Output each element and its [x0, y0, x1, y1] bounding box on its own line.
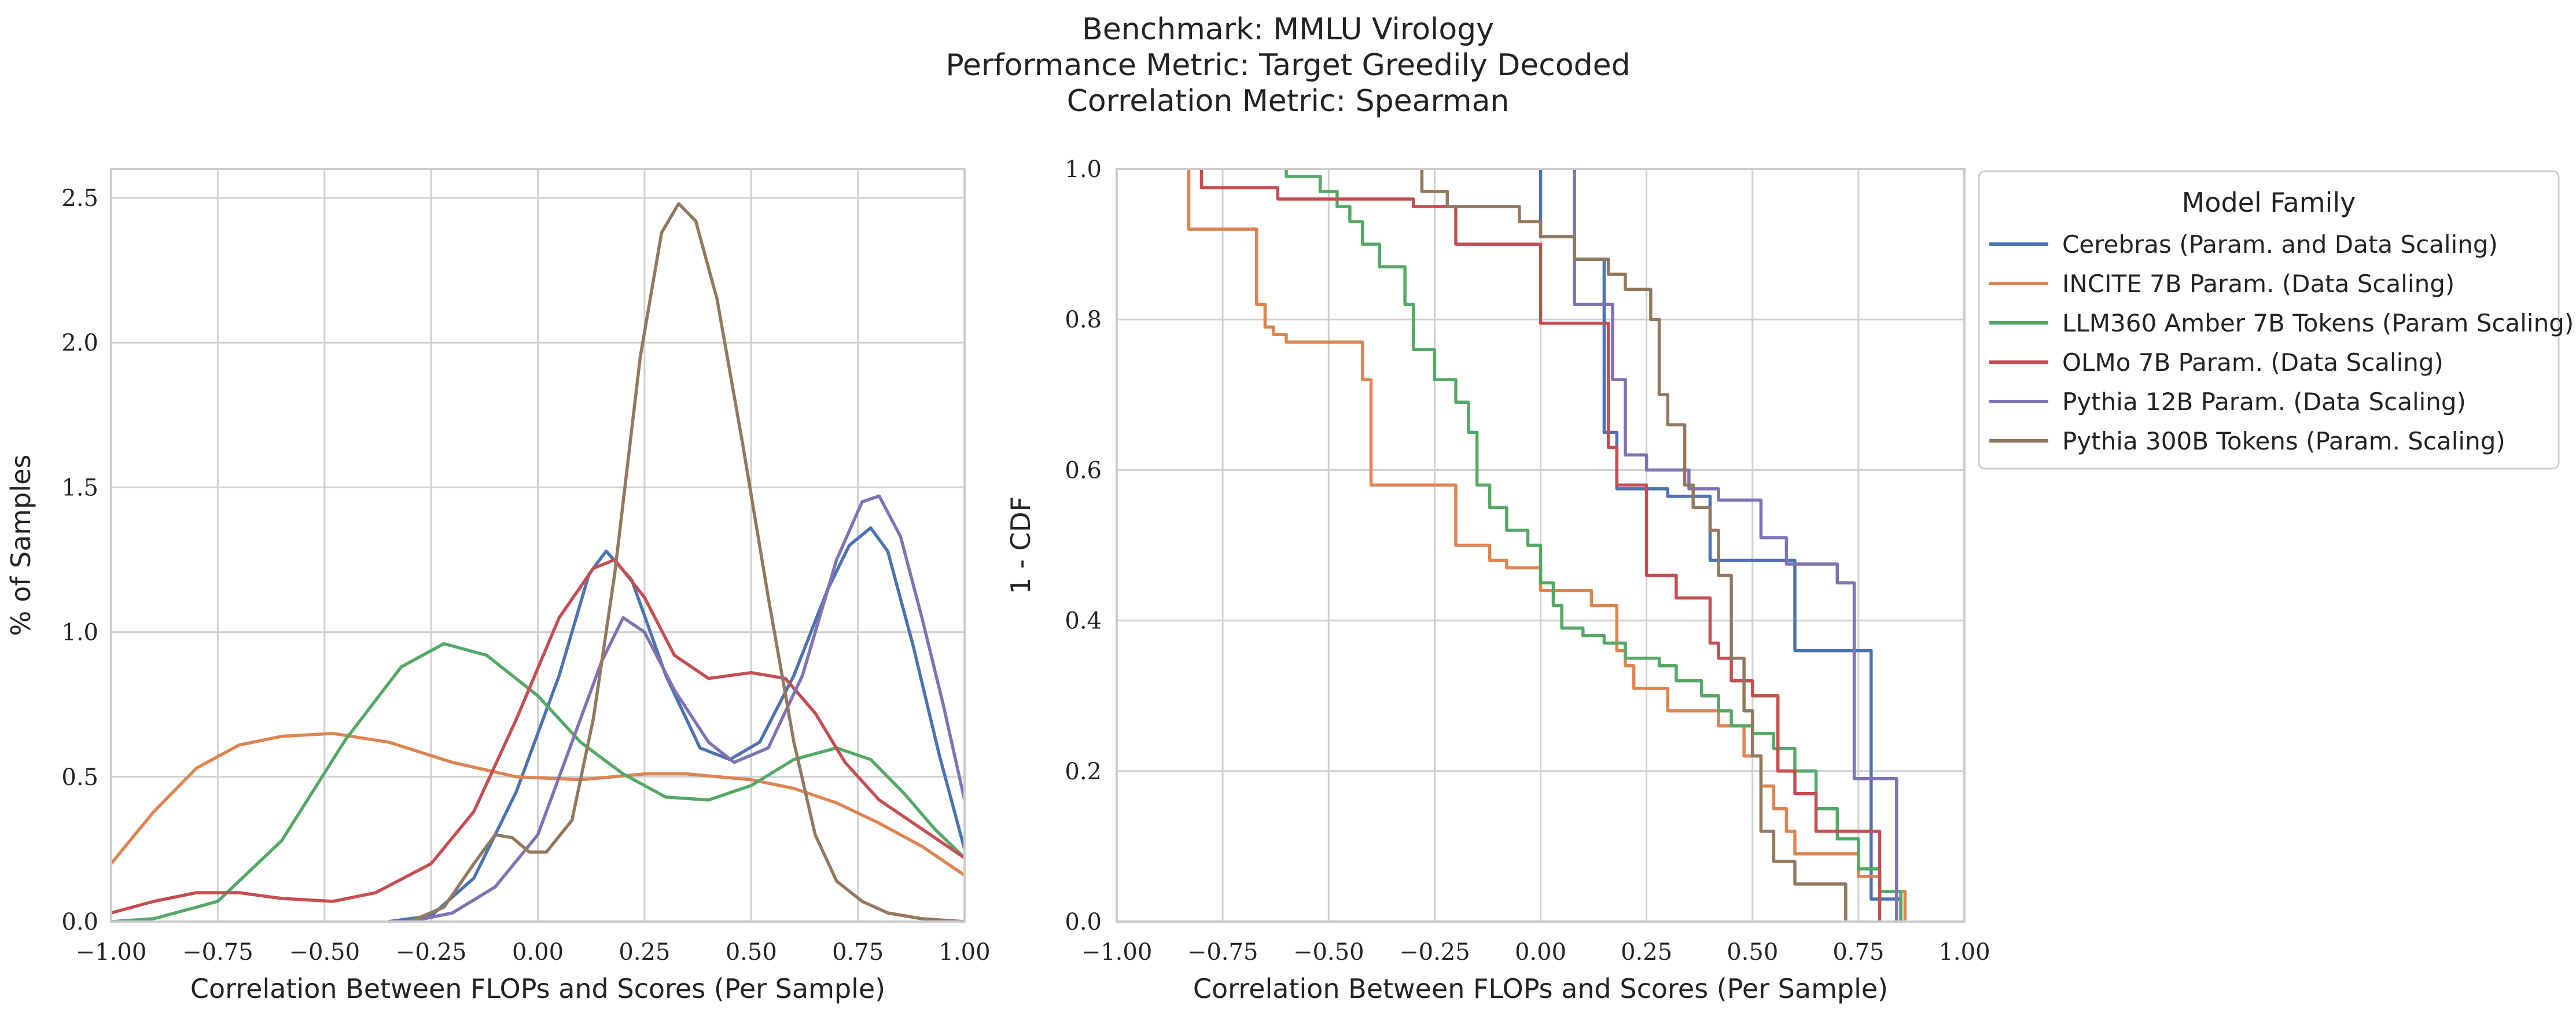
cdf-x-ticks: −1.00 −0.75 −0.50 −0.25 0.00 0.25 0.50 0.75 1.00 [1081, 939, 1990, 966]
kde-panel: −1.00 −0.75 −0.50 −0.25 0.00 0.25 0.50 0.75 1.00… [5, 168, 991, 1004]
legend-label-pythia300b: Pythia 300B Tokens (Param. Scaling) [2062, 427, 2505, 455]
kde-ytick-label: 0.0 [61, 909, 98, 935]
cdf-xtick-label: −0.75 [1187, 939, 1258, 966]
cdf-panel: −1.00 −0.75 −0.50 −0.25 0.00 0.25 0.50 0.75 1.00… [1005, 156, 1990, 1004]
kde-ytick-label: 0.5 [61, 764, 98, 791]
cdf-xtick-label: −0.25 [1399, 939, 1470, 966]
cdf-y-axis-label: 1 - CDF [1005, 496, 1036, 594]
kde-xtick-label: 0.00 [512, 939, 564, 966]
figure-title: Benchmark: MMLU Virology Performance Met… [945, 12, 1630, 119]
kde-series-llm360 [111, 642, 966, 923]
kde-xtick-label: −0.50 [289, 939, 360, 966]
legend-entries: Cerebras (Param. and Data Scaling) INCITE… [1989, 230, 2574, 455]
cdf-xtick-label: 1.00 [1938, 939, 1990, 966]
legend-title: Model Family [2182, 187, 2356, 218]
legend-label-cerebras: Cerebras (Param. and Data Scaling) [2062, 230, 2498, 259]
cdf-xtick-label: −0.50 [1293, 939, 1364, 966]
kde-axes-frame [110, 168, 966, 923]
cdf-series-pythia300b [1420, 169, 1848, 922]
title-line-3: Correlation Metric: Spearman [1067, 84, 1510, 119]
kde-series-cerebras [388, 526, 966, 923]
cdf-xtick-label: 0.00 [1515, 939, 1566, 966]
kde-ytick-label: 1.0 [61, 620, 98, 646]
legend-label-olmo: OLMo 7B Param. (Data Scaling) [2062, 348, 2443, 377]
cdf-x-axis-label: Correlation Between FLOPs and Scores (Pe… [1193, 973, 1888, 1004]
cdf-y-ticks: 0.0 0.2 0.4 0.6 0.8 1.0 [1065, 156, 1102, 935]
legend-label-incite: INCITE 7B Param. (Data Scaling) [2062, 270, 2454, 298]
kde-y-ticks: 0.0 0.5 1.0 1.5 2.0 2.5 [61, 185, 98, 935]
cdf-series-incite [1187, 169, 1907, 922]
cdf-axes-frame [1116, 168, 1966, 923]
title-line-1: Benchmark: MMLU Virology [1082, 12, 1494, 47]
cdf-ytick-label: 0.6 [1065, 457, 1102, 484]
kde-grid [110, 169, 966, 923]
cdf-xtick-label: 0.25 [1621, 939, 1672, 966]
kde-series-pythia300b [409, 202, 965, 923]
cdf-series-pythia12b [1573, 169, 1898, 922]
kde-x-ticks: −1.00 −0.75 −0.50 −0.25 0.00 0.25 0.50 0.75 1.00 [76, 939, 991, 966]
cdf-ytick-label: 0.0 [1065, 909, 1102, 935]
legend-label-llm360: LLM360 Amber 7B Tokens (Param Scaling) [2062, 309, 2574, 337]
cdf-ytick-label: 0.8 [1065, 307, 1102, 333]
cdf-ytick-label: 0.4 [1065, 608, 1102, 635]
title-line-2: Performance Metric: Target Greedily Deco… [945, 48, 1630, 83]
kde-series-incite [109, 732, 966, 877]
kde-xtick-label: −0.25 [396, 939, 467, 966]
cdf-xtick-label: −1.00 [1081, 939, 1153, 966]
cdf-series-olmo [1199, 169, 1882, 922]
kde-series-olmo [111, 558, 966, 915]
kde-series-pythia12b [409, 494, 966, 923]
cdf-xtick-label: 0.50 [1727, 939, 1778, 966]
cdf-lines [1187, 169, 1907, 922]
cdf-series-llm360 [1285, 169, 1902, 922]
kde-xtick-label: −1.00 [76, 939, 147, 966]
cdf-ytick-label: 1.0 [1065, 156, 1102, 183]
cdf-series-cerebras [1539, 169, 1902, 922]
legend: Model Family Cerebras (Param. and Data S… [1978, 170, 2574, 470]
kde-lines [109, 202, 966, 923]
kde-xtick-label: 1.00 [939, 939, 990, 966]
cdf-ytick-label: 0.2 [1065, 758, 1102, 785]
kde-xtick-label: −0.75 [182, 939, 253, 966]
kde-x-axis-label: Correlation Between FLOPs and Scores (Pe… [190, 973, 885, 1004]
kde-y-axis-label: % of Samples [5, 455, 36, 636]
kde-xtick-label: 0.25 [619, 939, 670, 966]
legend-label-pythia12b: Pythia 12B Param. (Data Scaling) [2062, 388, 2466, 416]
kde-xtick-label: 0.50 [726, 939, 777, 966]
kde-ytick-label: 2.5 [61, 185, 98, 212]
cdf-xtick-label: 0.75 [1832, 939, 1884, 966]
kde-ytick-label: 1.5 [61, 474, 98, 501]
legend-box [1978, 170, 2560, 470]
kde-xtick-label: 0.75 [832, 939, 884, 966]
kde-ytick-label: 2.0 [61, 330, 98, 356]
